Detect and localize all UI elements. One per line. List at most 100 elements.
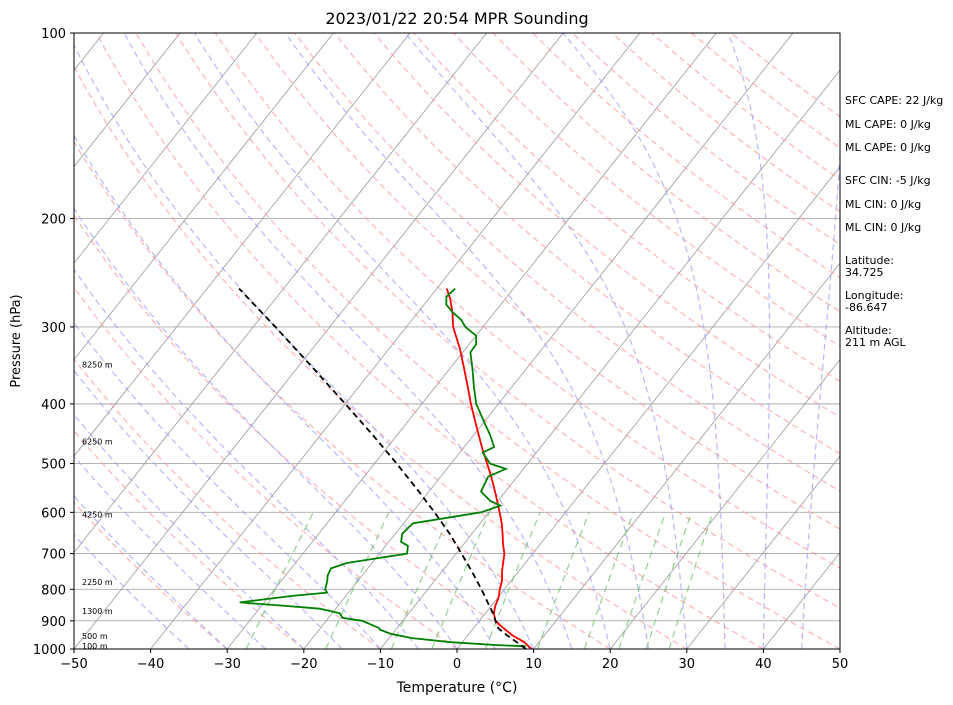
isotherm-line (74, 33, 411, 457)
y-axis: 100 200 300 400 500 600 700 800 900 1000 (33, 27, 74, 658)
height-label: 1300 m (82, 607, 113, 616)
moist-adiabat-line (74, 268, 420, 649)
mixing-ratio-line (618, 512, 667, 649)
y-tick-label: 100 (41, 27, 66, 42)
ml-cin-text-2: ML CIN: 0 J/kg (845, 221, 921, 234)
y-axis-label: Pressure (hPa) (9, 294, 24, 387)
longitude-value: -86.647 (845, 301, 887, 314)
x-tick-label: −20 (290, 657, 317, 672)
isotherm-line (609, 358, 840, 649)
moist-adiabat-line (74, 43, 535, 649)
series-lines (238, 287, 532, 649)
dry-adiabat-line (74, 65, 688, 649)
y-tick-label: 200 (41, 212, 66, 227)
moist-adiabat-line (727, 33, 771, 649)
height-label: 8250 m (82, 360, 113, 369)
isotherm-line (150, 33, 641, 649)
mixing-ratio-line (668, 512, 714, 649)
mixing-ratio-line (325, 512, 390, 649)
isotherm-line (303, 33, 794, 649)
x-tick-label: −40 (137, 657, 164, 672)
ml-cape-text: ML CAPE: 0 J/kg (845, 118, 931, 131)
moist-adiabat-line (74, 534, 190, 649)
dry-adiabat-line (333, 33, 840, 455)
x-tick-label: 20 (602, 657, 619, 672)
moist-adiabat-line (74, 455, 266, 649)
x-tick-label: 50 (832, 657, 849, 672)
isotherm-line (74, 33, 487, 554)
dry-adiabat-line (95, 33, 764, 649)
station-panel: Latitude: 34.725 Longitude: -86.647 Alti… (845, 254, 907, 349)
chart-title: 2023/01/22 20:54 MPR Sounding (325, 9, 588, 28)
latitude-label: Latitude: (845, 254, 894, 267)
parcel-line (238, 287, 527, 649)
dry-adiabat-line (294, 33, 840, 492)
y-tick-label: 700 (41, 548, 66, 563)
x-tick-label: −30 (213, 657, 240, 672)
height-label: 500 m (82, 632, 108, 641)
dry-adiabat-line (74, 358, 381, 649)
mixing-ratio-line (583, 512, 634, 649)
x-tick-label: 0 (453, 657, 461, 672)
moist-adiabat-line (562, 33, 726, 649)
isotherm-line (74, 33, 334, 361)
dry-adiabat-line (74, 286, 458, 649)
indices-panel: SFC CAPE: 22 J/kg ML CAPE: 0 J/kg ML CAP… (845, 94, 943, 234)
longitude-label: Longitude: (845, 289, 903, 302)
moist-adiabat-line (74, 495, 228, 649)
moist-adiabat-line (74, 413, 305, 649)
temperature-line (445, 288, 532, 649)
mixing-ratio-line (645, 512, 693, 649)
isotherm-line (226, 33, 717, 649)
moist-adiabat-line (193, 33, 611, 649)
ml-cin-text: ML CIN: 0 J/kg (845, 198, 921, 211)
sfc-cin-text: SFC CIN: -5 J/kg (845, 174, 931, 187)
moist-adiabat-line (123, 33, 573, 649)
latitude-value: 34.725 (845, 266, 884, 279)
dry-adiabat-line (175, 33, 840, 609)
mixing-ratio-line (484, 512, 541, 649)
isotherm-line (533, 262, 840, 649)
moist-adiabat-line (74, 134, 496, 649)
dewpoint-line (239, 287, 526, 648)
moist-adiabat-line (74, 207, 458, 649)
background-lines (74, 33, 840, 649)
mixing-ratio-line (431, 512, 490, 649)
y-tick-label: 900 (41, 615, 66, 630)
dry-adiabat-line (74, 140, 611, 649)
y-tick-label: 300 (41, 321, 66, 336)
altitude-label: Altitude: (845, 324, 892, 337)
y-tick-label: 600 (41, 506, 66, 521)
ml-cape-text-2: ML CAPE: 0 J/kg (845, 141, 931, 154)
y-tick-label: 400 (41, 398, 66, 413)
y-tick-label: 500 (41, 458, 66, 473)
x-tick-label: −50 (60, 657, 87, 672)
x-tick-label: −10 (367, 657, 394, 672)
x-tick-label: 30 (679, 657, 696, 672)
isotherm-line (74, 33, 258, 264)
x-tick-label: 10 (525, 657, 542, 672)
height-label: 2250 m (82, 578, 113, 587)
height-label: 4250 m (82, 511, 113, 520)
dry-adiabat-line (74, 501, 228, 649)
mixing-ratio-line (245, 512, 314, 649)
isotherm-line (380, 69, 840, 649)
moist-adiabat-line (801, 144, 840, 649)
isotherm-line (74, 33, 181, 168)
height-label: 100 m (82, 642, 108, 651)
sfc-cape-text: SFC CAPE: 22 J/kg (845, 94, 943, 107)
y-tick-label: 1000 (33, 643, 66, 658)
x-tick-label: 40 (755, 657, 772, 672)
x-axis: −50 −40 −30 −20 −10 0 10 20 30 40 50 (60, 649, 848, 672)
dry-adiabat-line (373, 33, 840, 418)
isotherm-line (686, 455, 840, 649)
moist-adiabat-line (284, 33, 650, 649)
altitude-value: 211 m AGL (845, 336, 907, 349)
x-axis-label: Temperature (°C) (396, 680, 518, 696)
y-tick-label: 800 (41, 583, 66, 598)
height-label: 6250 m (82, 437, 113, 446)
mixing-ratio-line (390, 512, 452, 649)
dry-adiabat-line (214, 33, 840, 569)
isotherm-line (74, 33, 564, 649)
